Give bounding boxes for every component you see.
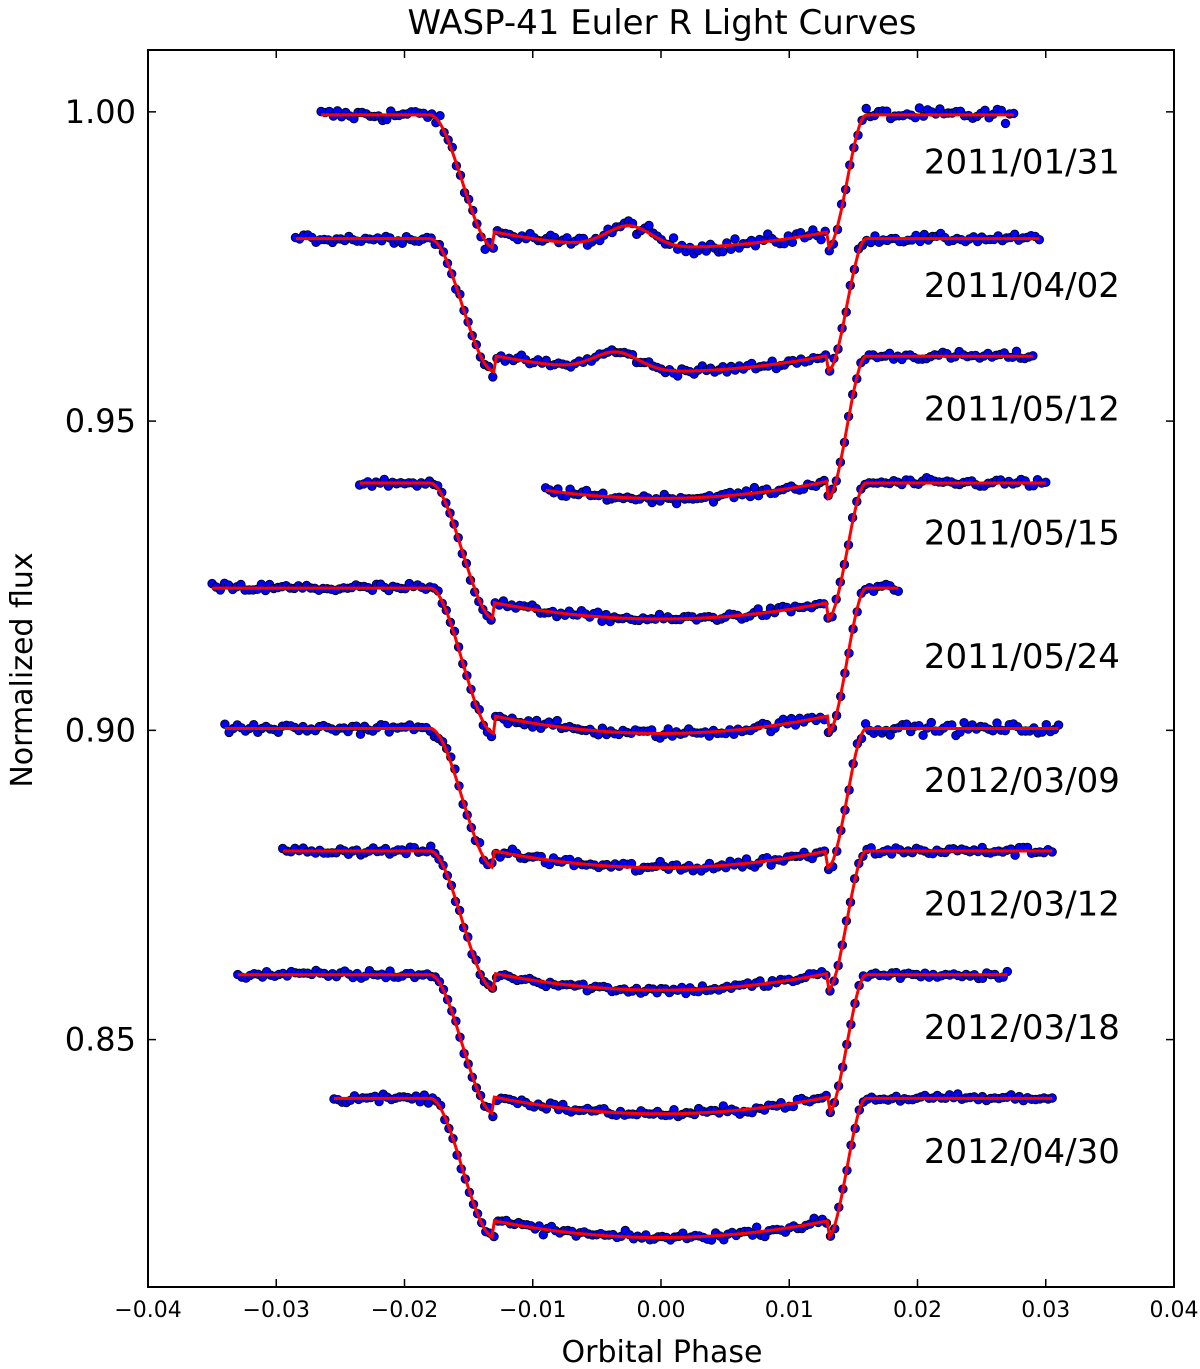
y-tick-label: 0.85: [65, 1021, 136, 1059]
series-2011-05-24: [207, 578, 904, 743]
data-point: [488, 372, 498, 382]
x-tick-label: 0.02: [893, 1298, 942, 1323]
data-point: [644, 220, 654, 231]
x-tick-label: 0.03: [1021, 1298, 1070, 1323]
y-tick-label: 0.90: [65, 711, 136, 749]
series-label: 2011/01/31: [924, 142, 1120, 182]
series-label: 2012/03/18: [924, 1008, 1120, 1048]
series-label: 2011/04/02: [924, 266, 1120, 306]
series-2011-05-15: [354, 473, 1051, 627]
y-tick-label: 0.95: [65, 402, 136, 440]
y-axis-label: Normalized flux: [5, 552, 40, 787]
model-curve: [295, 237, 1040, 375]
data-point: [914, 103, 925, 113]
data-point: [918, 730, 928, 741]
x-axis-label: Orbital Phase: [562, 1335, 763, 1369]
x-tick-label: −0.01: [499, 1298, 566, 1323]
x-tick-label: 0.00: [637, 1298, 686, 1323]
y-axis-ticks: 1.00 0.95 0.90 0.85: [65, 93, 1174, 1059]
data-point: [668, 233, 679, 243]
data-point: [1009, 108, 1019, 119]
model-curve: [282, 849, 1053, 994]
plot-area: [207, 103, 1064, 1245]
series-label: 2011/05/24: [924, 637, 1120, 677]
data-point: [749, 482, 760, 493]
series-2011-04-02: [290, 228, 1045, 382]
data-point: [1000, 118, 1011, 129]
model-curve: [334, 1096, 1053, 1241]
x-tick-label: −0.02: [371, 1298, 438, 1323]
model-curve: [224, 727, 1059, 871]
data-point: [552, 715, 562, 726]
x-axis-ticks: −0.04 −0.03 −0.02 −0.01 0.00 0.01 0.02 0.03 0.04: [114, 50, 1198, 1323]
x-tick-label: −0.04: [114, 1298, 181, 1323]
data-point: [718, 246, 728, 257]
series-label: 2012/04/30: [924, 1132, 1120, 1172]
series-2012-03-18: [233, 965, 1013, 1122]
model-curve: [359, 481, 1046, 623]
series-2012-03-09: [220, 717, 1064, 876]
data-point: [435, 110, 445, 121]
data-point: [382, 114, 392, 125]
data-point: [355, 729, 366, 739]
series-label: 2012/03/09: [924, 761, 1120, 801]
chart-title: WASP-41 Euler R Light Curves: [408, 3, 917, 43]
series-2011-05-12: [540, 346, 1038, 509]
model-curve: [212, 586, 899, 737]
data-point: [816, 234, 826, 245]
x-tick-label: 0.01: [765, 1298, 814, 1323]
data-point: [861, 103, 871, 114]
series-2012-04-30: [329, 1089, 1057, 1245]
series-2012-03-12: [278, 841, 1057, 999]
series-2011-01-31: [316, 103, 1019, 259]
series-labels: 2011/01/31 2011/04/02 2011/05/12 2011/05/15…: [924, 142, 1120, 1172]
model-curve: [545, 354, 1033, 502]
x-tick-label: −0.03: [243, 1298, 310, 1323]
data-point: [926, 717, 937, 728]
series-label: 2011/05/15: [924, 513, 1120, 553]
series-label: 2012/03/12: [924, 885, 1120, 925]
data-point: [730, 234, 740, 244]
model-curve: [321, 113, 1014, 252]
y-tick-label: 1.00: [65, 93, 136, 131]
model-curve: [237, 973, 1008, 1117]
x-tick-label: 0.04: [1150, 1298, 1199, 1323]
series-label: 2011/05/12: [924, 390, 1120, 430]
